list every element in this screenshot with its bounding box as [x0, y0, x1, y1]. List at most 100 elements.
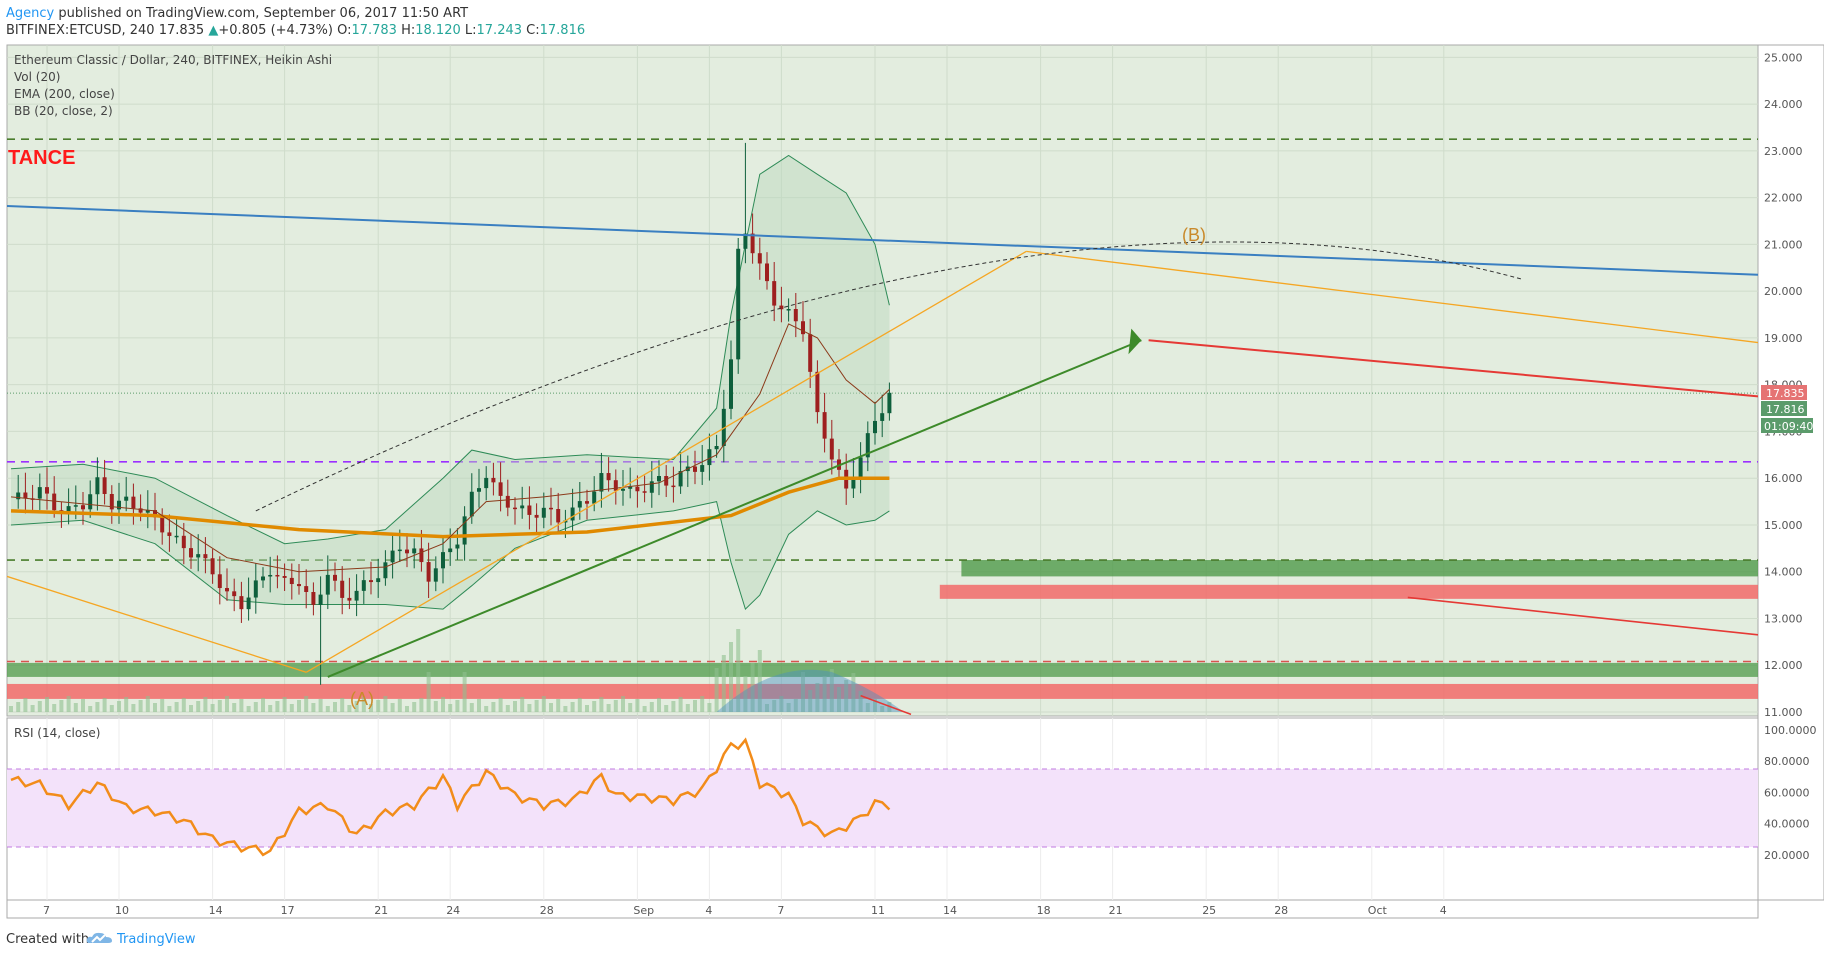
volume-bar: [297, 700, 301, 712]
volume-bar: [88, 706, 93, 712]
orange-wave-a: [7, 575, 307, 673]
volume-bar: [261, 698, 265, 712]
volume-bar: [685, 704, 690, 712]
candle-body: [793, 309, 798, 322]
volume-bar: [131, 704, 136, 712]
rsi-label: RSI (14, close): [14, 726, 100, 740]
candle-body: [865, 433, 870, 458]
legend-bb: BB (20, close, 2): [14, 104, 113, 118]
volume-bar: [311, 703, 316, 712]
candle-body: [714, 446, 719, 450]
countdown-badge: 01:09:40: [1761, 418, 1813, 433]
volume-bar: [635, 699, 640, 712]
volume-bar: [361, 697, 366, 712]
volume-bar: [405, 706, 409, 712]
volume-bar: [138, 700, 143, 712]
volume-bar: [772, 700, 777, 712]
candle-body: [196, 554, 201, 558]
volume-bar: [160, 699, 165, 712]
volume-bar: [642, 706, 647, 712]
volume-bar: [95, 702, 100, 712]
price-tick-label: 15.000: [1764, 519, 1803, 532]
price-tick-label: 19.000: [1764, 332, 1803, 345]
tradingview-brand-link[interactable]: TradingView: [117, 932, 196, 947]
candle-body: [225, 588, 229, 592]
volume-bar: [513, 701, 517, 712]
candle-body: [549, 507, 553, 510]
tradingview-cloud-icon[interactable]: [86, 930, 114, 946]
price-tick-label: 14.000: [1764, 566, 1803, 579]
time-tick-label: 7: [43, 904, 50, 917]
price-axis[interactable]: [1757, 44, 1824, 901]
legend-ema: EMA (200, close): [14, 87, 115, 101]
green-arrowhead: [1128, 328, 1142, 355]
publish-line: Agency published on TradingView.com, Sep…: [6, 6, 468, 21]
volume-bar: [815, 683, 820, 712]
volume-bar: [37, 701, 42, 712]
time-tick-label: 10: [115, 904, 129, 917]
candle-body: [426, 562, 431, 582]
volume-bar: [390, 703, 395, 712]
volume-bar: [577, 698, 582, 712]
support-zone-green-high: [961, 560, 1758, 577]
volume-bar: [865, 703, 870, 712]
price-tick-label: 13.000: [1764, 612, 1803, 625]
candle-body: [95, 477, 100, 495]
volume-bar: [556, 699, 561, 712]
volume-bar: [102, 698, 107, 712]
wave-point-a: (A): [350, 689, 374, 709]
volume-bar: [469, 703, 474, 712]
volume-bar: [354, 701, 359, 712]
candle-body: [498, 482, 503, 496]
candle-body: [469, 491, 474, 517]
green-uptrend-line: [327, 339, 1142, 678]
candle-body: [534, 514, 539, 518]
candle-body: [455, 544, 460, 549]
volume-bar: [376, 700, 381, 712]
time-tick-label: 4: [1440, 904, 1447, 917]
volume-bar: [268, 705, 273, 712]
volume-bar: [117, 701, 121, 712]
volume-bar: [750, 663, 755, 712]
rsi-tick-label: 40.0000: [1764, 818, 1810, 831]
time-tick-label: 21: [1109, 904, 1123, 917]
candle-body: [419, 548, 424, 563]
volume-bar: [16, 702, 21, 712]
rsi-layer: [7, 737, 1758, 857]
author-link[interactable]: Agency: [6, 6, 55, 21]
volume-bar: [189, 705, 193, 712]
volume-bar: [721, 655, 726, 712]
volume-bar: [505, 705, 510, 712]
candle-body: [448, 548, 453, 553]
candle-body: [880, 413, 885, 421]
volume-bar: [81, 699, 85, 712]
candle-body: [131, 496, 136, 509]
price-tick-label: 25.000: [1764, 51, 1803, 64]
support-zone-green-low: [7, 662, 1758, 677]
volume-bar: [167, 706, 172, 712]
volume-bar: [829, 669, 834, 712]
legend-vol: Vol (20): [14, 70, 60, 84]
candle-body: [340, 580, 345, 598]
time-tick-label: 21: [374, 904, 388, 917]
candle-body: [160, 517, 165, 533]
volume-bar: [844, 680, 849, 712]
svg-text:17.835: 17.835: [1766, 387, 1805, 400]
candle-body: [541, 507, 546, 518]
volume-bar: [743, 676, 748, 712]
candle-body: [311, 592, 316, 605]
candle-body: [779, 305, 784, 310]
candle-body: [318, 594, 323, 605]
created-with-label: Created with: [6, 932, 90, 947]
volume-bar: [289, 704, 294, 712]
low-label: L:: [464, 23, 477, 38]
candle-body: [390, 550, 395, 563]
candle-body: [491, 477, 496, 483]
candle-body: [52, 493, 57, 511]
candle-body: [117, 500, 121, 510]
volume-bar: [599, 697, 604, 712]
time-axis[interactable]: [6, 899, 1759, 919]
candle-body: [203, 554, 208, 559]
candle-body: [383, 562, 388, 579]
